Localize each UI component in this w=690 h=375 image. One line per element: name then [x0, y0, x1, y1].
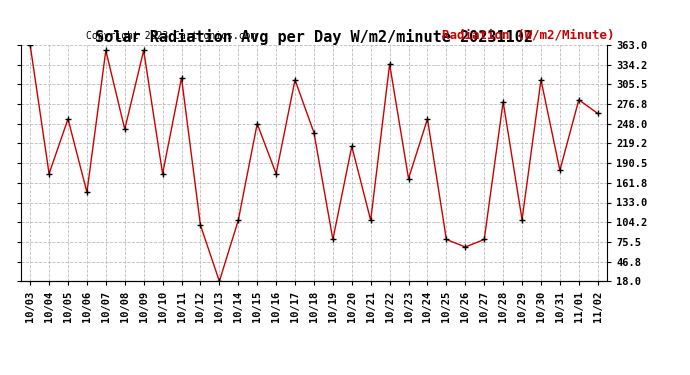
Text: Radiation (W/m2/Minute): Radiation (W/m2/Minute)	[442, 28, 614, 41]
Text: Copyright 2023 Cartronics.com: Copyright 2023 Cartronics.com	[86, 31, 257, 41]
Title: Solar Radiation Avg per Day W/m2/minute 20231102: Solar Radiation Avg per Day W/m2/minute …	[95, 29, 533, 45]
